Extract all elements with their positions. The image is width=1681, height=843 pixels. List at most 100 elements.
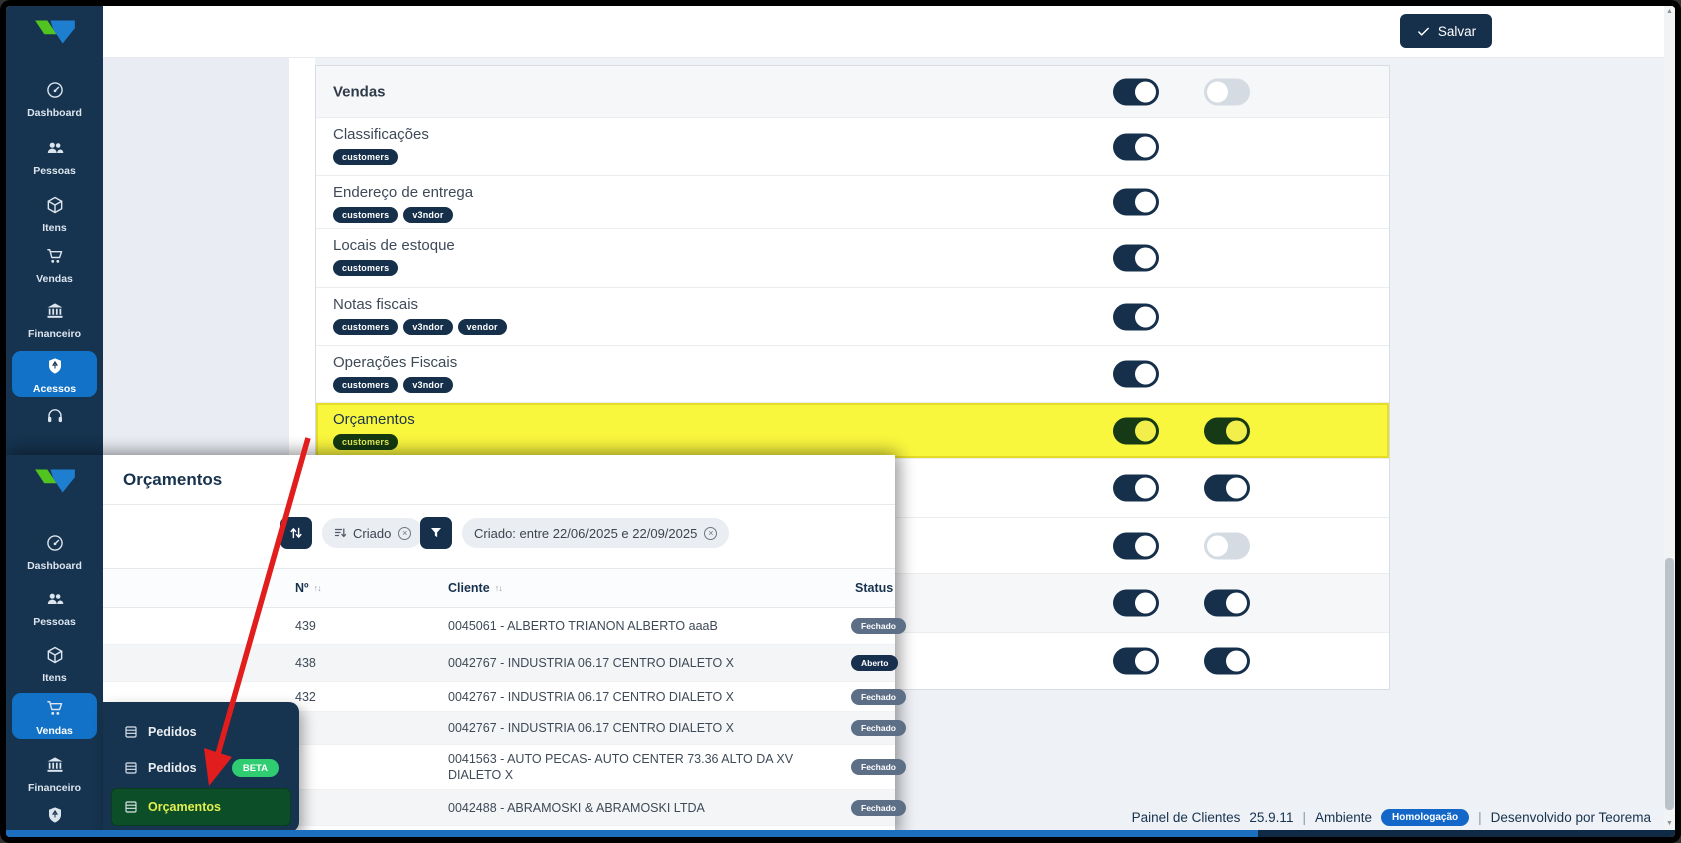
sort-chip[interactable]: Criado × <box>322 518 424 548</box>
permission-row-orcamentos-highlighted: Orçamentos customers <box>316 403 1389 459</box>
app-logo[interactable] <box>6 455 103 507</box>
gauge-icon <box>45 533 65 553</box>
filter-chip[interactable]: Criado: entre 22/06/2025 e 22/09/2025 × <box>462 518 730 548</box>
column-header-numero[interactable]: Nº ↑↓ <box>295 581 322 595</box>
remove-filter-icon[interactable]: × <box>704 526 718 540</box>
shield-icon <box>45 805 65 825</box>
check-icon <box>1416 24 1431 39</box>
scope-badge: customers <box>333 319 399 335</box>
footer-separator: | <box>1478 809 1482 825</box>
list-icon <box>123 724 139 740</box>
permission-toggle-2[interactable] <box>1204 417 1250 444</box>
permission-toggle-1[interactable] <box>1113 133 1159 160</box>
permission-toggle-1[interactable] <box>1113 474 1159 502</box>
permission-toggle-2[interactable] <box>1204 589 1250 617</box>
footer: Painel de Clientes 25.9.11 | Ambiente Ho… <box>1132 805 1651 829</box>
sidebar-item-pessoas[interactable]: Pessoas <box>6 138 103 177</box>
cell-cliente: 0042488 - ABRAMOSKI & ABRAMOSKI LTDA <box>448 800 705 815</box>
permission-toggle-1[interactable] <box>1113 360 1159 388</box>
app-logo[interactable] <box>6 6 103 58</box>
sidebar-item-dashboard[interactable]: Dashboard <box>6 533 103 572</box>
sidebar-item-dashboard[interactable]: Dashboard <box>6 80 103 119</box>
scroll-up-icon[interactable]: ▲ <box>1666 8 1673 15</box>
sidebar-item-sac[interactable] <box>6 406 103 431</box>
cell-numero: 439 <box>295 619 316 633</box>
sidebar-item-label: Dashboard <box>27 107 82 119</box>
column-header-label: Status <box>855 581 894 595</box>
sidebar-item-pessoas[interactable]: Pessoas <box>6 589 103 628</box>
sidebar-item-acessos[interactable]: Acessos <box>12 351 97 397</box>
cell-numero: 432 <box>295 689 316 704</box>
menu-item-label: Pedidos <box>148 725 197 739</box>
status-badge: Fechado <box>851 688 906 705</box>
cell-cliente: 0042767 - INDUSTRIA 06.17 CENTRO DIALETO… <box>448 655 734 670</box>
permission-row-operacoes: Operações Fiscais customers v3ndor <box>316 346 1389 403</box>
sidebar-item-label: Financeiro <box>27 328 82 340</box>
bank-icon <box>45 301 65 321</box>
cell-cliente: 0042767 - INDUSTRIA 06.17 CENTRO DIALETO… <box>448 689 734 704</box>
permission-toggle-1[interactable] <box>1113 303 1159 330</box>
badge-list: customers v3ndor <box>333 207 453 223</box>
sidebar-item-label: Pessoas <box>33 616 76 628</box>
menu-item-orcamentos[interactable]: Orçamentos <box>111 788 291 826</box>
sidebar-item-acessos-partial[interactable] <box>6 805 103 830</box>
scope-badge: v3ndor <box>403 207 453 223</box>
permission-toggle-2[interactable] <box>1204 78 1250 105</box>
footer-developed-by: Desenvolvido por Teorema <box>1490 809 1651 825</box>
badge-list: customers <box>333 149 399 165</box>
sidebar-item-label: Vendas <box>36 273 73 285</box>
permission-toggle-1[interactable] <box>1113 532 1159 559</box>
save-button[interactable]: Salvar <box>1400 14 1492 48</box>
sort-icon[interactable]: ↑↓ <box>494 583 503 593</box>
scrollbar-thumb[interactable] <box>1665 558 1674 810</box>
gauge-icon <box>45 80 65 100</box>
bottom-strip-navy <box>1258 830 1675 837</box>
permission-toggle-1[interactable] <box>1113 417 1159 444</box>
permission-toggle-1[interactable] <box>1113 589 1159 617</box>
sort-icon[interactable]: ↑↓ <box>313 583 322 593</box>
permission-toggle-2[interactable] <box>1204 474 1250 502</box>
beta-badge: BETA <box>231 759 279 777</box>
permission-row-classificacoes: Classificações customers <box>316 118 1389 176</box>
table-row[interactable]: 439 0045061 - ALBERTO TRIANON ALBERTO aa… <box>103 608 906 645</box>
column-header-label: Nº <box>295 581 309 595</box>
cube-icon <box>45 195 65 215</box>
permission-toggle-1[interactable] <box>1113 188 1159 216</box>
sort-desc-icon <box>334 527 346 539</box>
vertical-scrollbar[interactable]: ▲ ▼ <box>1664 6 1675 830</box>
shield-icon <box>45 356 65 376</box>
sidebar-item-financeiro[interactable]: Financeiro <box>6 755 103 794</box>
permission-toggle-1[interactable] <box>1113 244 1159 272</box>
sidebar-item-vendas[interactable]: Vendas <box>6 246 103 285</box>
footer-env-label: Ambiente <box>1314 809 1373 825</box>
scroll-down-icon[interactable]: ▼ <box>1666 820 1673 827</box>
bank-icon <box>45 755 65 775</box>
sidebar-item-label: Itens <box>42 672 67 684</box>
scope-badge: v3ndor <box>403 319 453 335</box>
status-badge: Fechado <box>851 759 906 775</box>
sort-button[interactable] <box>280 517 312 549</box>
filter-bar: Criado × Criado: entre 22/06/2025 e 22/0… <box>103 517 895 549</box>
permission-toggle-1[interactable] <box>1113 78 1159 105</box>
footer-separator: | <box>1302 809 1306 825</box>
cart-icon <box>45 698 65 718</box>
status-badge: Fechado <box>851 618 906 634</box>
sidebar-item-itens[interactable]: Itens <box>6 645 103 684</box>
permission-toggle-2[interactable] <box>1204 647 1250 675</box>
sidebar-item-itens[interactable]: Itens <box>6 195 103 234</box>
sidebar-item-vendas[interactable]: Vendas <box>12 693 97 739</box>
menu-item-pedidos-beta[interactable]: Pedidos BETA <box>111 754 291 782</box>
filter-chip-label: Criado: entre 22/06/2025 e 22/09/2025 <box>474 525 698 541</box>
table-header: Nº ↑↓ Cliente ↑↓ Status <box>103 568 895 608</box>
permission-toggle-2[interactable] <box>1204 532 1250 559</box>
filter-button[interactable] <box>420 517 452 549</box>
overlay-screenshot: Orçamentos Criado × Criado: entre 22/06/… <box>6 455 906 837</box>
table-row[interactable]: 438 0042767 - INDUSTRIA 06.17 CENTRO DIA… <box>103 645 899 682</box>
remove-sort-icon[interactable]: × <box>398 526 412 540</box>
permission-toggle-1[interactable] <box>1113 647 1159 675</box>
sidebar-item-financeiro[interactable]: Financeiro <box>6 301 103 340</box>
save-button-label: Salvar <box>1437 23 1477 39</box>
column-header-cliente[interactable]: Cliente ↑↓ <box>448 581 503 595</box>
menu-item-pedidos[interactable]: Pedidos <box>111 718 291 746</box>
